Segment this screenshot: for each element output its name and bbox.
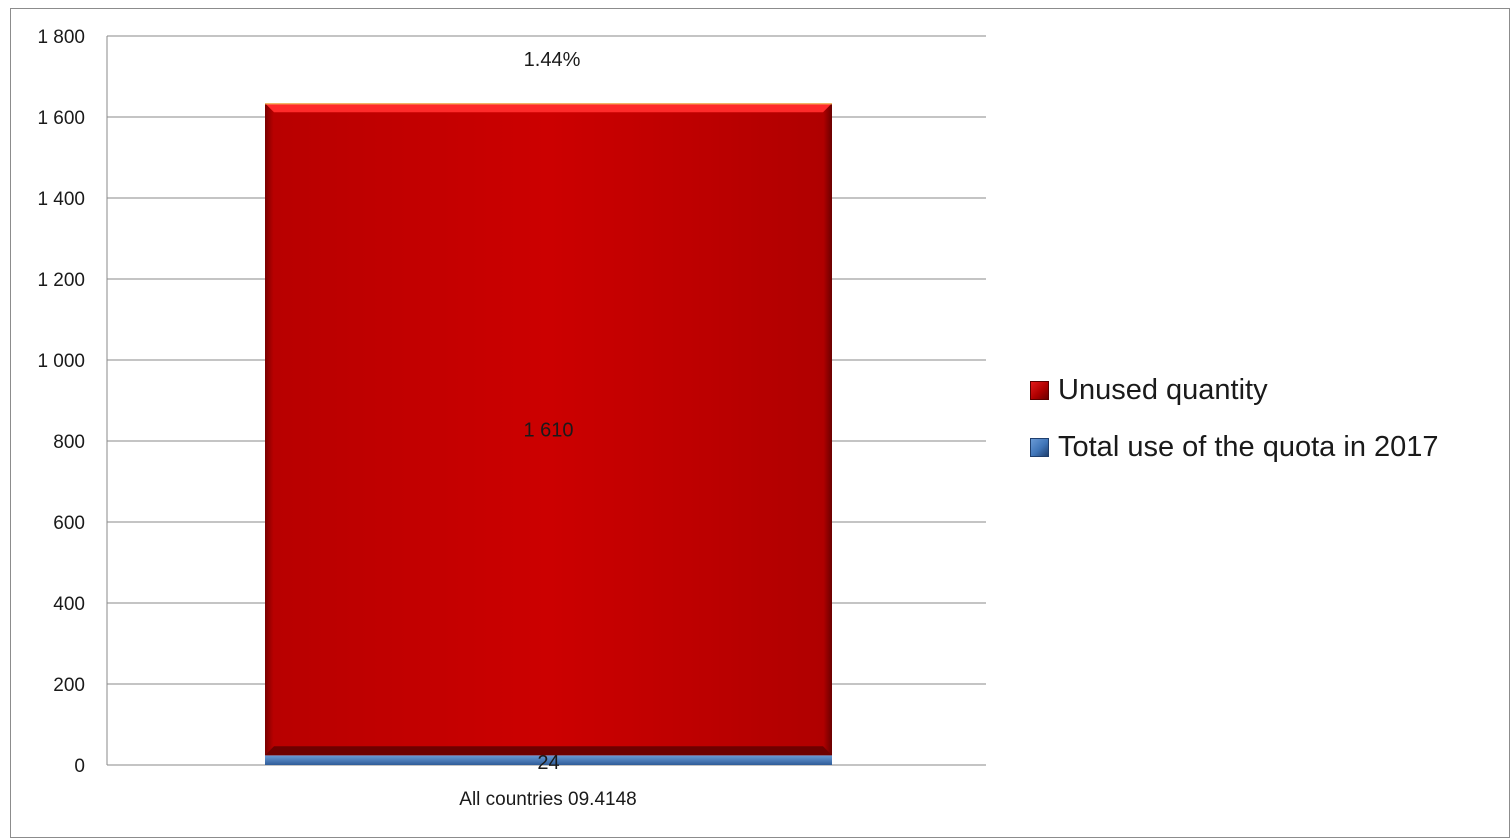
y-tick-label: 600 [53, 513, 85, 534]
legend-swatch-total-use [1030, 437, 1049, 457]
legend-item-total-use: Total use of the quota in 2017 [1030, 427, 1439, 467]
y-tick-label: 1 800 [37, 27, 85, 48]
y-tick-label: 1 200 [37, 270, 85, 291]
bar-bevel-bottom [265, 746, 832, 756]
y-tick-label: 200 [53, 675, 85, 696]
legend-item-unused: Unused quantity [1030, 370, 1439, 410]
y-axis: 0 200 400 600 800 1 000 1 200 1 400 1 600 1 800 Al… [37, 27, 636, 810]
data-label-total-use: 24 [537, 752, 559, 774]
y-tick-label: 800 [53, 432, 85, 453]
bars [265, 103, 832, 765]
y-tick-label: 0 [74, 756, 85, 777]
bar-segment-unused-body [265, 103, 832, 756]
y-tick-label: 1 600 [37, 108, 85, 129]
bar-segment-unused [265, 103, 832, 756]
y-tick-label: 1 000 [37, 351, 85, 372]
data-label-percentage: 1.44% [524, 49, 581, 71]
legend: Unused quantity Total use of the quota i… [1030, 370, 1439, 484]
legend-label-total-use: Total use of the quota in 2017 [1058, 430, 1439, 463]
data-label-unused: 1 610 [523, 419, 573, 441]
x-category-label: All countries 09.4148 [459, 789, 636, 810]
y-tick-label: 400 [53, 594, 85, 615]
legend-label-unused: Unused quantity [1058, 373, 1268, 406]
bar-bevel-top [265, 103, 832, 113]
y-tick-label: 1 400 [37, 189, 85, 210]
data-labels: 1 610 24 1.44% [523, 49, 580, 774]
legend-swatch-unused [1030, 380, 1049, 400]
bar-segment-total-use [265, 755, 832, 765]
